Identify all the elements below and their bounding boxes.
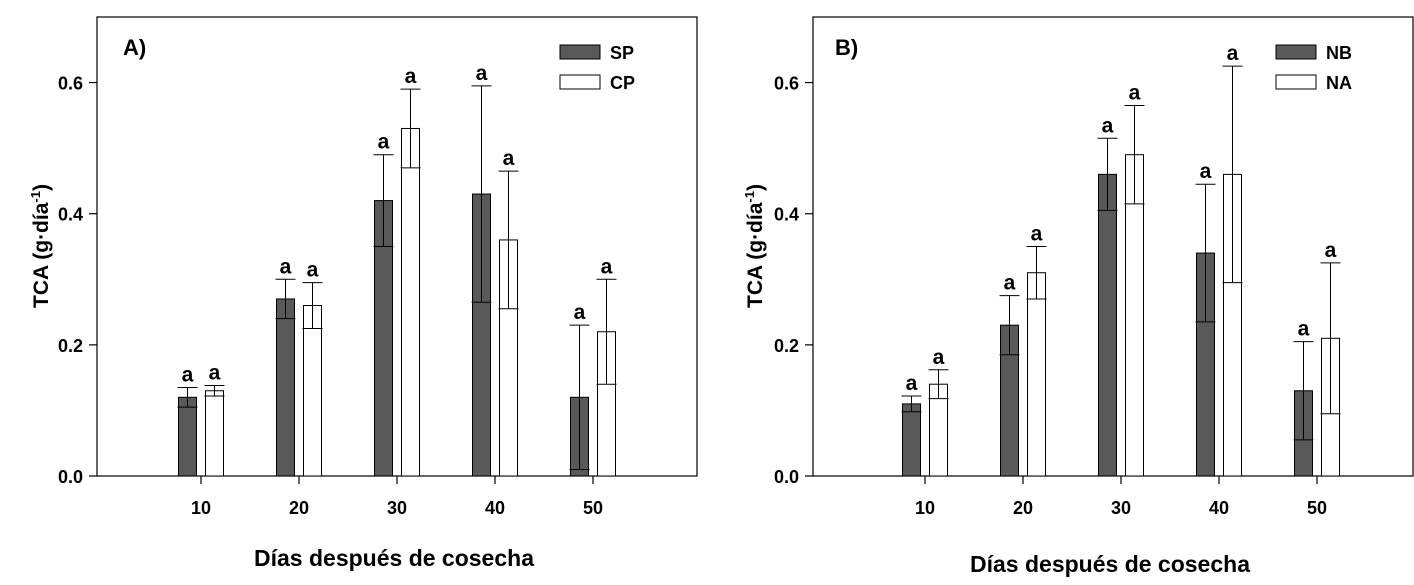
significance-letter: a: [1200, 160, 1212, 183]
panel-label: A): [123, 35, 146, 60]
bar-cp: [401, 127, 420, 477]
significance-letter: a: [1227, 42, 1239, 65]
y-tick-label: 0.6: [774, 74, 799, 94]
legend: SP CP: [559, 43, 635, 93]
significance-letter: a: [503, 147, 515, 170]
legend-swatch: [559, 74, 601, 90]
bar-na: [1027, 272, 1046, 477]
panel-label: B): [835, 35, 858, 60]
significance-letter: a: [933, 346, 945, 369]
legend-label: NA: [1326, 73, 1352, 93]
bar-sp: [276, 298, 295, 477]
y-tick-label: 0.0: [58, 467, 83, 487]
x-tick-label: 20: [1013, 498, 1033, 518]
legend-swatch: [1275, 44, 1317, 60]
legend-label: CP: [610, 73, 635, 93]
significance-letter: a: [378, 131, 390, 154]
x-tick-label: 20: [289, 498, 309, 518]
bar-cp: [303, 305, 322, 477]
legend-label: SP: [610, 43, 634, 63]
legend-label: NB: [1326, 43, 1352, 63]
x-tick-label: 50: [1307, 498, 1327, 518]
significance-letter: a: [601, 255, 613, 278]
legend-swatch: [559, 44, 601, 60]
legend: NB NA: [1275, 43, 1352, 93]
bar-nb: [1098, 173, 1117, 477]
significance-letter: a: [1004, 272, 1016, 295]
significance-letter: a: [280, 255, 292, 278]
y-tick-label: 0.4: [58, 205, 83, 225]
significance-letter: a: [476, 62, 488, 85]
x-tick-label: 30: [387, 498, 407, 518]
significance-letter: a: [1129, 82, 1141, 105]
significance-letter: a: [1031, 223, 1043, 246]
significance-letter: a: [1325, 239, 1337, 262]
panel-b: B) TCA (g·día-1) Días después de cosecha…: [742, 16, 1414, 577]
x-axis-title: Días después de cosecha: [970, 551, 1250, 577]
significance-letter: a: [1102, 114, 1114, 137]
x-axis-title: Días después de cosecha: [254, 545, 534, 571]
significance-letter: a: [906, 372, 918, 395]
significance-letter: a: [405, 65, 417, 88]
bar-cp: [205, 390, 224, 477]
significance-letter: a: [307, 259, 319, 282]
significance-letter: a: [1298, 318, 1310, 341]
panel-a: A) TCA (g·día-1) Días después de cosecha…: [28, 16, 698, 571]
legend-swatch: [1275, 74, 1317, 90]
x-tick-label: 40: [1209, 498, 1229, 518]
bar-sp: [178, 396, 197, 477]
x-tick-label: 50: [583, 498, 603, 518]
x-tick-label: 40: [485, 498, 505, 518]
significance-letter: a: [182, 363, 194, 386]
y-tick-label: 0.6: [58, 74, 83, 94]
x-tick-label: 30: [1111, 498, 1131, 518]
x-tick-label: 10: [915, 498, 935, 518]
bar-nb: [902, 403, 921, 477]
y-axis-title: TCA (g·día-1): [28, 184, 53, 308]
significance-letter: a: [209, 362, 221, 385]
y-tick-label: 0.0: [774, 467, 799, 487]
y-tick-label: 0.4: [774, 205, 799, 225]
x-tick-label: 10: [191, 498, 211, 518]
significance-letter: a: [574, 301, 586, 324]
y-axis-title: TCA (g·día-1): [742, 184, 767, 308]
y-tick-label: 0.2: [774, 336, 799, 356]
y-tick-label: 0.2: [58, 336, 83, 356]
